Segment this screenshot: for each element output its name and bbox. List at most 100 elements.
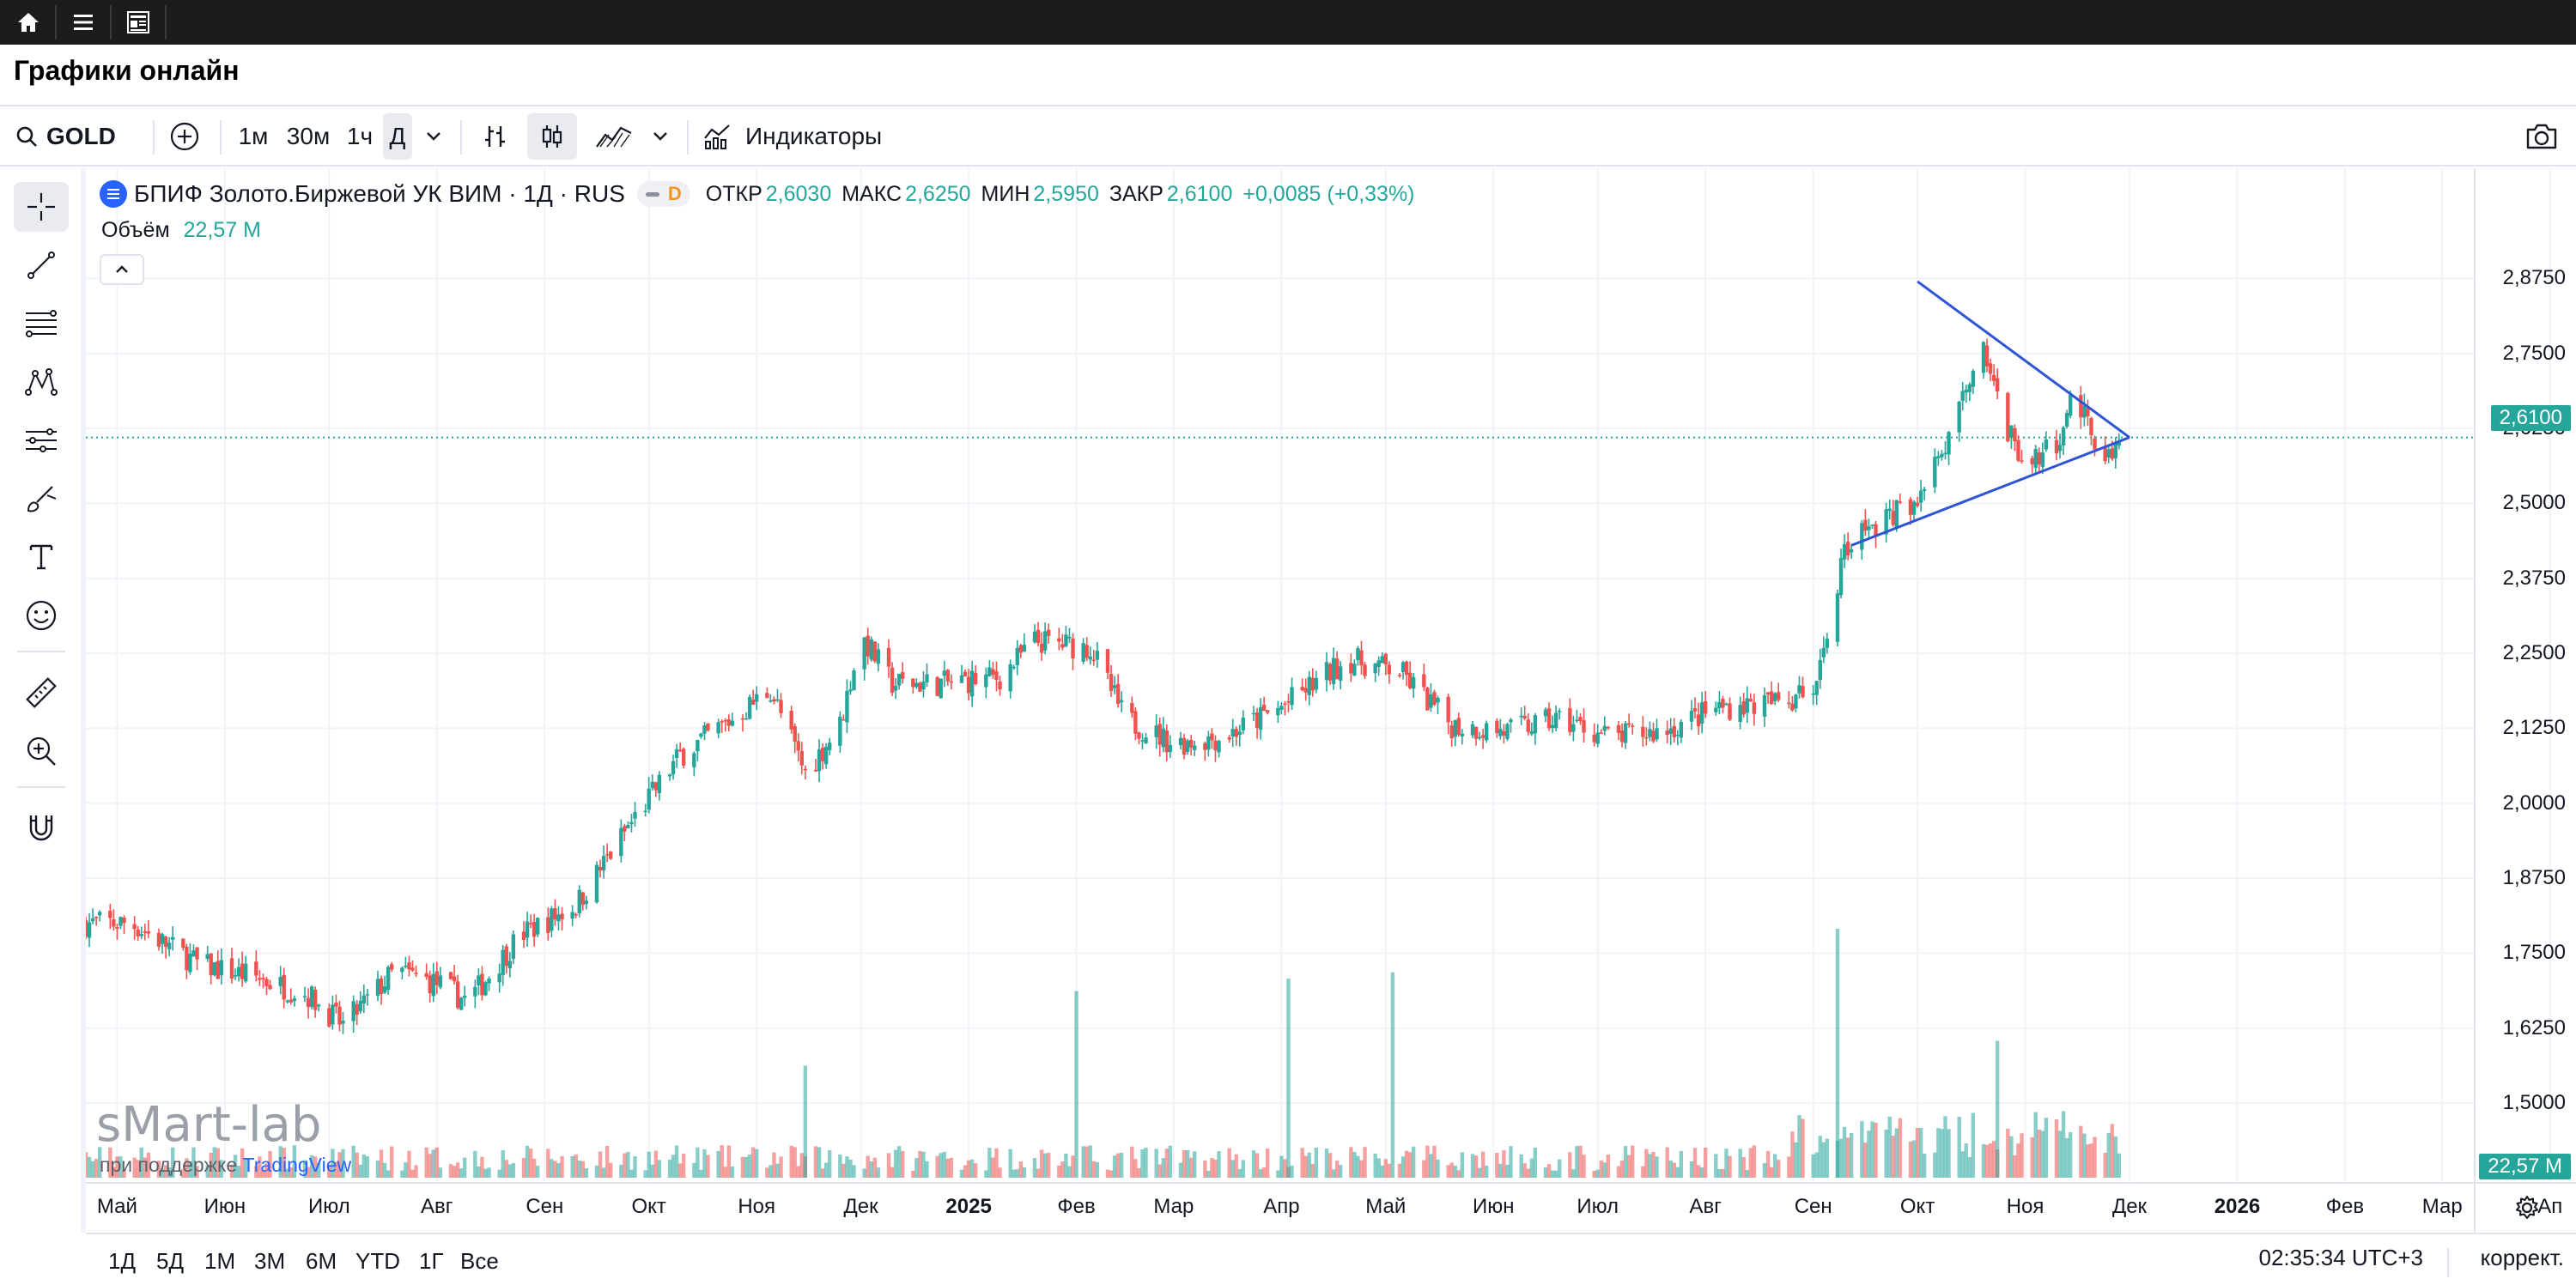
candle-body	[939, 678, 943, 699]
area-style-button[interactable]	[589, 113, 639, 160]
candle-body	[1655, 728, 1659, 740]
magnet-tool[interactable]	[14, 803, 69, 853]
volume-bar	[1373, 1154, 1377, 1178]
forecast-tool[interactable]	[14, 415, 69, 465]
indicators-button[interactable]: Индикаторы	[702, 113, 891, 160]
candle-body	[1943, 452, 1947, 455]
range-1m[interactable]: 1М	[204, 1247, 236, 1274]
range-5d[interactable]: 5Д	[156, 1247, 185, 1274]
volume-bar	[1376, 1158, 1381, 1178]
candles-style-button[interactable]	[527, 113, 577, 160]
volume-legend[interactable]: Объём 22,57 M	[101, 218, 261, 243]
volume-bar	[775, 1163, 780, 1178]
candle-body	[1425, 688, 1430, 711]
candle-body	[511, 934, 516, 959]
chart-type-dropdown[interactable]	[646, 113, 675, 160]
range-1y[interactable]: 1Г	[419, 1247, 444, 1274]
volume-bar	[1112, 1155, 1117, 1178]
chart-settings-button[interactable]	[2507, 1188, 2547, 1227]
volume-bar	[896, 1146, 902, 1178]
chart-area[interactable]	[86, 168, 2576, 1233]
candle-body	[1203, 743, 1207, 750]
interval-30m[interactable]: 30м	[286, 123, 331, 149]
candle-body	[292, 998, 297, 1002]
candle-body	[1724, 703, 1728, 706]
volume-bar	[1842, 1126, 1847, 1178]
pattern-tool[interactable]	[14, 357, 69, 407]
pattern-icon	[25, 368, 58, 396]
candle-body	[521, 931, 526, 941]
volume-bar	[1140, 1149, 1145, 1178]
candle-body	[852, 670, 856, 691]
volume-bar	[1422, 1160, 1426, 1178]
volume-bar	[1526, 1168, 1530, 1178]
volume-bar	[139, 1147, 143, 1178]
candle-body	[361, 995, 367, 1004]
emoji-tool[interactable]	[14, 591, 69, 640]
volume-bar	[1529, 1158, 1534, 1178]
volume-bar	[2013, 1155, 2017, 1178]
volume-bar	[1765, 1150, 1771, 1178]
volume-bar	[448, 1164, 453, 1178]
interval-dropdown[interactable]	[419, 113, 448, 160]
candle-body	[754, 694, 759, 702]
range-6m[interactable]: 6М	[306, 1247, 337, 1274]
candle-body	[1008, 664, 1012, 692]
volume-bar	[459, 1168, 464, 1178]
candle-body	[1276, 708, 1280, 716]
volume-bar	[750, 1147, 756, 1178]
candle-body	[1495, 720, 1499, 733]
candle-body	[2057, 445, 2063, 452]
interval-1h[interactable]: 1ч	[346, 123, 374, 149]
bars-style-button[interactable]	[474, 113, 517, 160]
brush-tool[interactable]	[14, 474, 69, 524]
interval-day[interactable]: Д	[383, 113, 412, 160]
collapse-legend-button[interactable]	[100, 254, 144, 285]
candle-body	[1404, 661, 1409, 676]
interval-1m[interactable]: 1м	[238, 123, 269, 149]
zoom-in-tool[interactable]	[14, 726, 69, 776]
ruler-tool[interactable]	[14, 668, 69, 718]
candle-body	[1411, 676, 1416, 689]
candle-body	[229, 958, 234, 979]
volume-bar	[643, 1170, 647, 1178]
market-status-badge[interactable]: D	[636, 181, 690, 207]
range-1d[interactable]: 1Д	[108, 1247, 137, 1274]
volume-bar	[1728, 1155, 1732, 1178]
compare-button[interactable]	[163, 113, 206, 160]
screenshot-button[interactable]	[2519, 113, 2564, 160]
volume-bar	[820, 1168, 825, 1178]
tradingview-link[interactable]: TradingView	[242, 1154, 352, 1176]
range-3m[interactable]: 3М	[254, 1247, 286, 1274]
clock[interactable]: 02:35:34 UTC+3	[2258, 1245, 2423, 1270]
candle-body	[594, 864, 599, 903]
news-icon[interactable]	[117, 3, 160, 41]
volume-bar	[939, 1153, 943, 1178]
volume-bar	[671, 1155, 676, 1178]
volume-bar	[1429, 1154, 1433, 1178]
bars-icon	[485, 126, 505, 147]
candle-body	[1251, 712, 1256, 715]
range-ytd[interactable]: YTD	[355, 1247, 400, 1274]
candle-body	[1543, 709, 1548, 717]
candle-body	[163, 936, 168, 947]
forecast-icon	[26, 428, 57, 452]
menu-icon[interactable]	[62, 3, 105, 41]
price-chart[interactable]	[86, 168, 2576, 1233]
candle-body	[1307, 676, 1311, 695]
home-icon[interactable]	[7, 3, 50, 41]
candle-body	[1324, 662, 1329, 681]
crosshair-tool[interactable]	[14, 182, 69, 232]
adjust-button[interactable]: коррект.	[2480, 1245, 2564, 1270]
trend-line-tool[interactable]	[14, 240, 69, 290]
volume-bar	[1665, 1147, 1669, 1178]
symbol-title[interactable]: БПИФ Золото.Биржевой УК ВИМ · 1Д · RUS	[134, 180, 625, 207]
symbol-search[interactable]: GOLD	[15, 113, 127, 160]
fib-tool[interactable]	[14, 299, 69, 349]
candle-body	[261, 978, 265, 979]
time-tick-label: Июн	[1473, 1195, 1515, 1218]
volume-bar	[1894, 1128, 1899, 1178]
text-tool[interactable]	[14, 532, 69, 582]
range-all[interactable]: Все	[460, 1247, 499, 1274]
candle-body	[1331, 658, 1336, 684]
